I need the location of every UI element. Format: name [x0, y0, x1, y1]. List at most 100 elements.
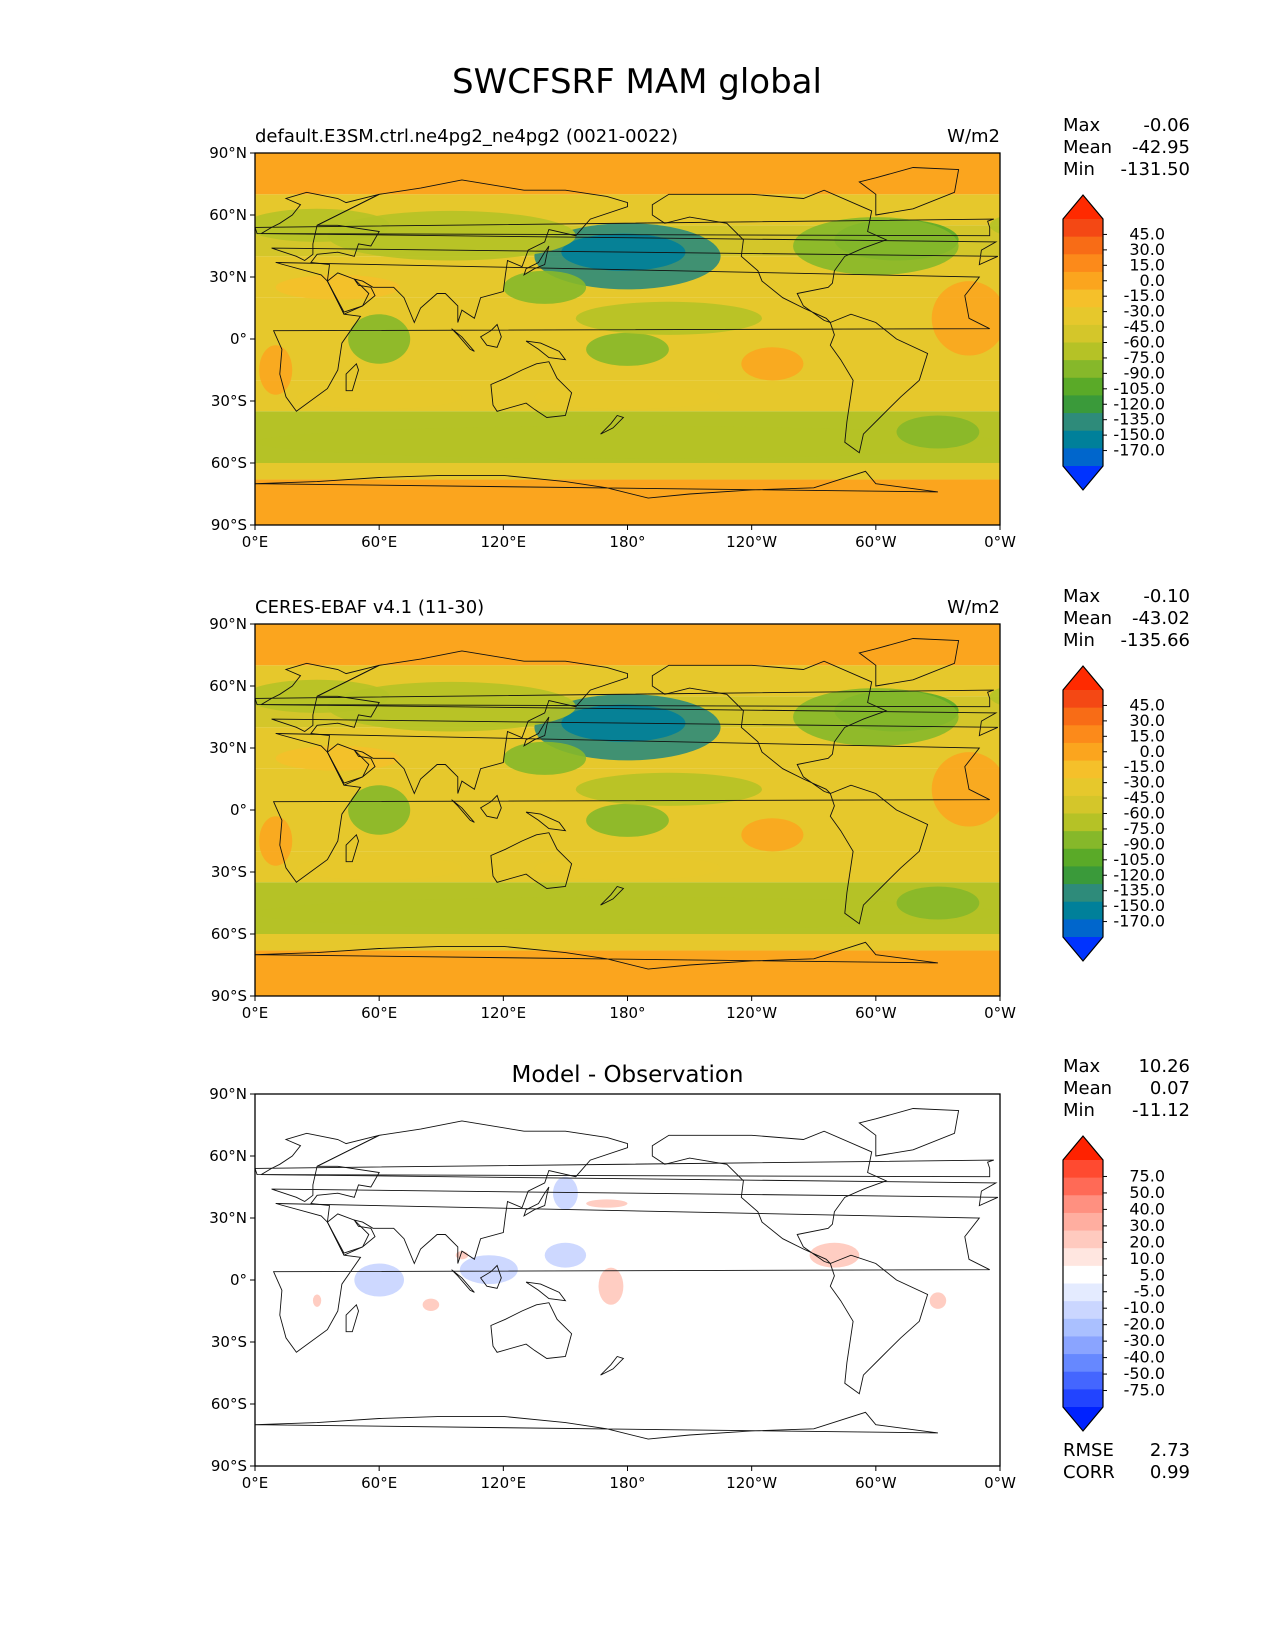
coastline-japan — [523, 716, 550, 747]
field-region — [896, 415, 980, 449]
colorbar-segment — [1063, 1160, 1103, 1179]
colorbar-segment — [1063, 884, 1103, 903]
colorbar-segment — [1063, 725, 1103, 744]
colorbar-segment — [1063, 831, 1103, 850]
colorbar-segment — [1063, 289, 1103, 308]
lon-tick-label: 60°E — [361, 1004, 397, 1022]
colorbar-tick-label: -150.0 — [1113, 896, 1165, 915]
colorbar-outline — [1062, 194, 1104, 491]
colorbar-tick-label: -90.0 — [1124, 363, 1165, 382]
colorbar-tick-label: -75.0 — [1124, 348, 1165, 367]
lat-tick-label: 60°N — [209, 677, 247, 695]
lon-tick-label: 180° — [609, 1474, 645, 1492]
coastline-africa — [272, 262, 990, 412]
panel-left-title: default.E3SM.ctrl.ne4pg2_ne4pg2 (0021-00… — [255, 126, 678, 147]
colorbar-tick-label: 15.0 — [1129, 726, 1165, 745]
colorbar-segment — [1063, 813, 1103, 832]
coastline-sumatra — [451, 799, 475, 823]
field-band — [255, 463, 1000, 480]
colorbar-outline — [1062, 1135, 1104, 1432]
colorbar-extend-max — [1063, 666, 1103, 690]
stat-label: Mean — [1063, 137, 1112, 158]
field-anomaly — [312, 1294, 322, 1307]
colorbar-segment — [1063, 1301, 1103, 1320]
lon-tick-label: 60°W — [855, 1004, 897, 1022]
stat-value: -131.50 — [1121, 159, 1190, 180]
colorbar-segment — [1063, 1230, 1103, 1249]
colorbar-segment — [1063, 1336, 1103, 1355]
lat-tick-label: 60°S — [211, 454, 247, 472]
colorbar-tick-label: -30.0 — [1124, 1331, 1165, 1350]
colorbar-segment — [1063, 307, 1103, 326]
coastline-arabia — [326, 1213, 376, 1256]
coastline-samerica — [829, 313, 929, 454]
stat-value: -42.95 — [1132, 137, 1190, 158]
coastline-greenland — [858, 638, 960, 687]
colorbar-tick-label: -105.0 — [1113, 379, 1165, 398]
field-band — [255, 153, 1000, 195]
lat-tick-label: 60°N — [209, 1147, 247, 1165]
stat-value: -135.66 — [1121, 630, 1190, 651]
colorbar-tick-label: -45.0 — [1124, 317, 1165, 336]
colorbar-tick-label: -135.0 — [1113, 881, 1165, 900]
colorbar-segment — [1063, 848, 1103, 867]
colorbar-segment — [1063, 778, 1103, 797]
coastline-australia — [490, 832, 573, 889]
lon-tick-label: 120°E — [481, 533, 527, 551]
colorbar-tick-label: -120.0 — [1113, 394, 1165, 413]
field-region — [586, 803, 669, 837]
coastline-namerica — [651, 1130, 888, 1264]
colorbar-tick-label: 45.0 — [1129, 695, 1165, 714]
field-region — [259, 816, 293, 866]
coastline-madagascar — [345, 362, 359, 392]
colorbar-tick-label: 0.0 — [1140, 742, 1165, 761]
stat-value: -0.10 — [1143, 586, 1190, 607]
lon-tick-label: 0°W — [984, 1474, 1016, 1492]
colorbar-tick-label: 50.0 — [1129, 1183, 1165, 1202]
extra-stat-label: RMSE — [1063, 1440, 1114, 1461]
stat-label: Mean — [1063, 1078, 1112, 1099]
field-region — [575, 772, 763, 806]
lon-tick-label: 120°W — [726, 1474, 777, 1492]
lat-tick-label: 90°S — [211, 987, 247, 1005]
lat-tick-label: 30°N — [209, 268, 247, 286]
field-band — [255, 950, 1000, 996]
colorbar-segment — [1063, 1283, 1103, 1302]
colorbar-tick-label: -40.0 — [1124, 1348, 1165, 1367]
lat-tick-label: 90°N — [209, 615, 247, 633]
coastline-europe — [259, 1132, 999, 1207]
panel-units: W/m2 — [947, 597, 1000, 618]
colorbar: 75.050.040.030.020.010.05.0-5.0-10.0-20.… — [1062, 1135, 1165, 1432]
coastline-namerica — [651, 189, 888, 323]
colorbar-segment — [1063, 1248, 1103, 1267]
stat-label: Mean — [1063, 608, 1112, 629]
colorbar-tick-label: -150.0 — [1113, 425, 1165, 444]
coastline-sumatra — [451, 328, 475, 352]
stat-value: -43.02 — [1132, 608, 1190, 629]
lat-tick-label: 90°N — [209, 1085, 247, 1103]
lon-tick-label: 120°E — [481, 1004, 527, 1022]
field-region — [741, 818, 804, 852]
stat-label: Min — [1063, 159, 1095, 180]
colorbar-segment — [1063, 324, 1103, 343]
colorbar-tick-label: -30.0 — [1124, 773, 1165, 792]
colorbar-segment — [1063, 254, 1103, 273]
panel-test: 90°N 60°N 30°N 0° 30°S 60°S 90°S0°E 60°E 120°E 18… — [209, 115, 1190, 551]
coastline-uk — [255, 1159, 994, 1178]
field-region — [503, 741, 587, 775]
panel-ref: 90°N 60°N 30°N 0° 30°S 60°S 90°S0°E 60°E 120°E 18… — [209, 586, 1190, 1022]
coastline-antarctica — [255, 941, 938, 996]
colorbar-segment — [1063, 866, 1103, 885]
colorbar-tick-label: -170.0 — [1113, 912, 1165, 931]
panel-units: W/m2 — [947, 126, 1000, 147]
colorbar-segment — [1063, 1195, 1103, 1214]
coastline-japan — [523, 245, 550, 276]
colorbar-segment — [1063, 342, 1103, 361]
colorbar-tick-label: -90.0 — [1124, 834, 1165, 853]
colorbar-segment — [1063, 1212, 1103, 1232]
coastline-borneo — [479, 1264, 502, 1289]
map-ref — [255, 624, 1000, 996]
stat-value: -11.12 — [1132, 1100, 1190, 1121]
colorbar-segment — [1063, 271, 1103, 291]
field-region — [586, 332, 669, 366]
